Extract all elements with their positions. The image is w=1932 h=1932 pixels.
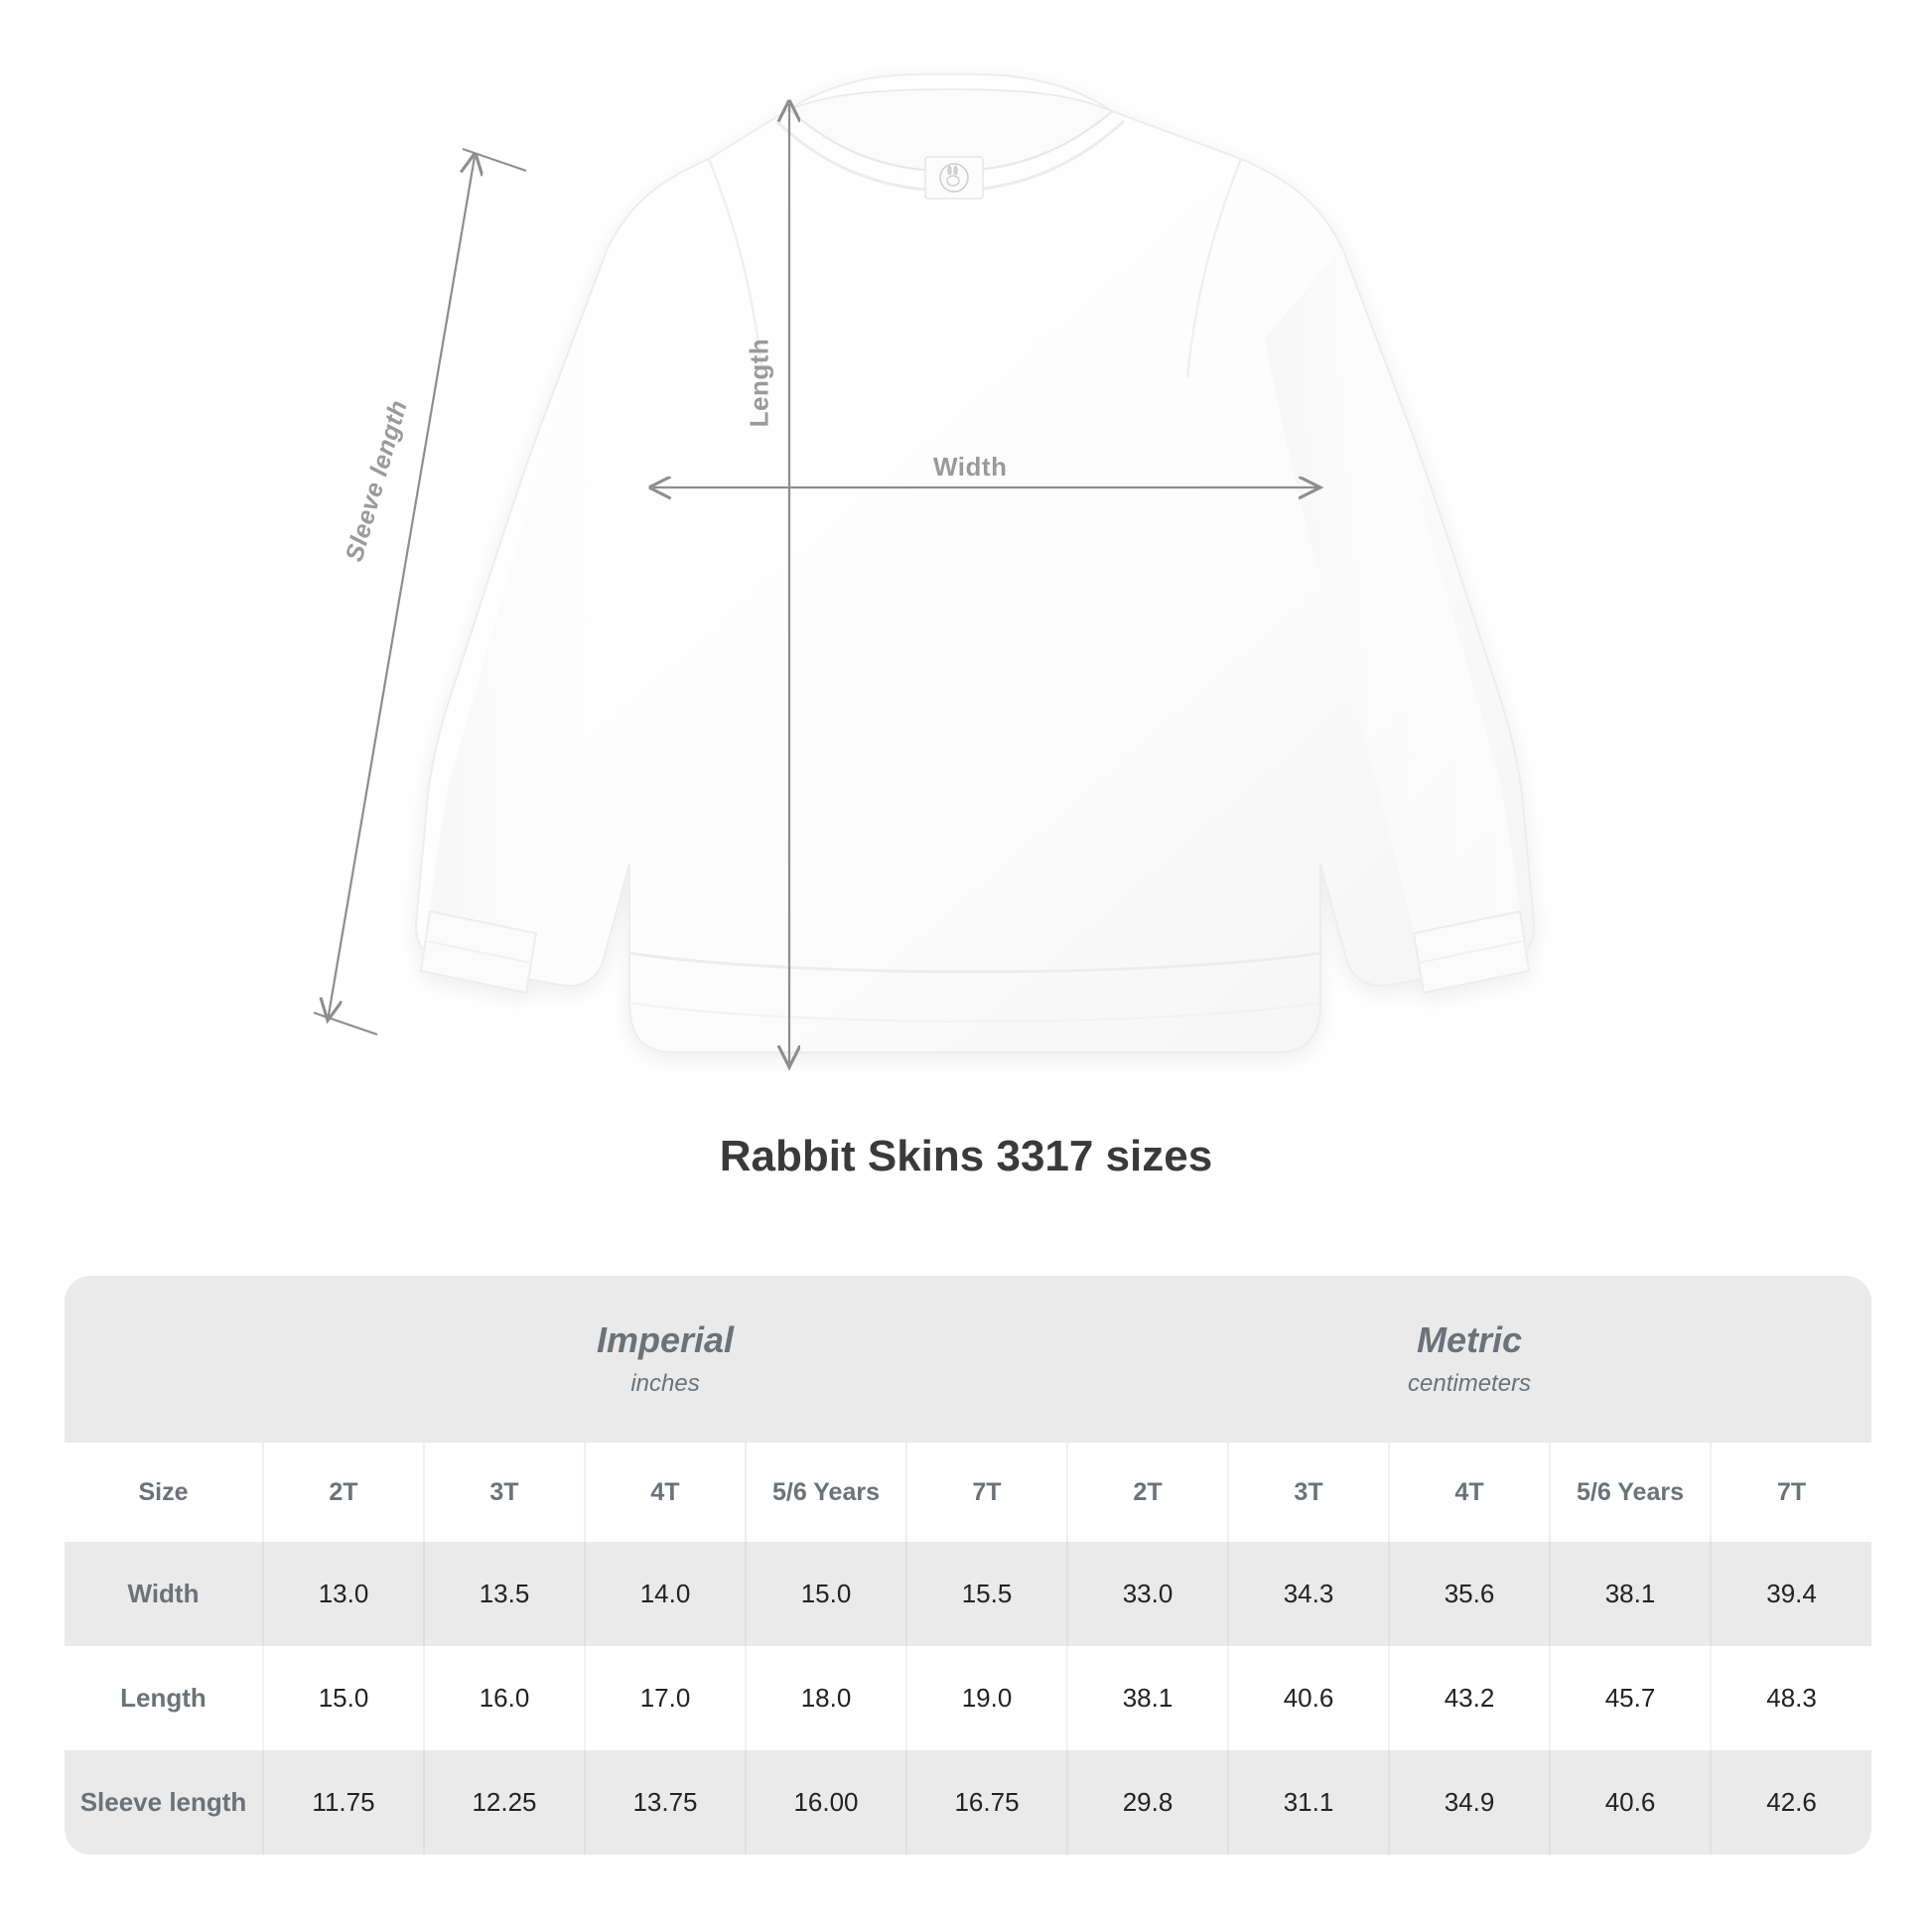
cell-length-metric-2t: 38.1 — [1067, 1646, 1230, 1750]
column-header-imperial-7t: 7T — [906, 1443, 1069, 1542]
size-header-row: Size 2T 3T 4T 5/6 Years 7T 2T 3T 4T 5/6 … — [65, 1443, 1872, 1542]
cell-width-imperial-56years: 15.0 — [746, 1542, 907, 1646]
cell-width-imperial-4t: 14.0 — [585, 1542, 747, 1646]
unit-name-imperial: Imperial — [596, 1319, 735, 1361]
cell-length-imperial-7t: 19.0 — [906, 1646, 1069, 1750]
table-row: Width 13.0 13.5 14.0 15.0 15.5 33.0 34.3… — [65, 1542, 1872, 1646]
page-title: Rabbit Skins 3317 sizes — [719, 1132, 1213, 1180]
table-row: Sleeve length 11.75 12.25 13.75 16.00 16… — [65, 1750, 1872, 1855]
column-header-imperial-56years: 5/6 Years — [746, 1443, 907, 1542]
unit-name-metric: Metric — [1417, 1319, 1523, 1361]
row-label-sleeve-length: Sleeve length — [65, 1750, 264, 1855]
unit-header-metric: Metric centimeters — [1067, 1276, 1872, 1443]
cell-sleeve-imperial-56years: 16.00 — [746, 1750, 907, 1855]
cell-length-metric-4t: 43.2 — [1389, 1646, 1552, 1750]
size-chart-table: Imperial inches Metric centimeters Size … — [65, 1276, 1872, 1855]
cell-sleeve-metric-3t: 31.1 — [1228, 1750, 1391, 1855]
column-header-metric-4t: 4T — [1389, 1443, 1552, 1542]
cell-length-metric-56years: 45.7 — [1550, 1646, 1713, 1750]
cell-width-imperial-7t: 15.5 — [906, 1542, 1069, 1646]
cell-width-imperial-3t: 13.5 — [424, 1542, 586, 1646]
table-row: Length 15.0 16.0 17.0 18.0 19.0 38.1 40.… — [65, 1646, 1872, 1750]
row-label-width: Width — [65, 1542, 264, 1646]
cell-length-imperial-2t: 15.0 — [263, 1646, 425, 1750]
column-header-imperial-4t: 4T — [585, 1443, 747, 1542]
cell-width-metric-56years: 38.1 — [1550, 1542, 1713, 1646]
cell-sleeve-metric-4t: 34.9 — [1389, 1750, 1552, 1855]
sleeve-length-dimension-line — [313, 148, 527, 1035]
cell-sleeve-imperial-7t: 16.75 — [906, 1750, 1069, 1855]
cell-sleeve-metric-2t: 29.8 — [1067, 1750, 1230, 1855]
unit-header-row: Imperial inches Metric centimeters — [65, 1276, 1872, 1443]
cell-length-imperial-4t: 17.0 — [585, 1646, 747, 1750]
cell-width-metric-3t: 34.3 — [1228, 1542, 1391, 1646]
column-header-metric-2t: 2T — [1067, 1443, 1230, 1542]
cell-width-metric-4t: 35.6 — [1389, 1542, 1552, 1646]
cell-sleeve-metric-56years: 40.6 — [1550, 1750, 1713, 1855]
sweatshirt-illustration — [313, 72, 1536, 1112]
unit-header-imperial: Imperial inches — [263, 1276, 1068, 1443]
width-label: Width — [933, 452, 1008, 482]
cell-length-imperial-56years: 18.0 — [746, 1646, 907, 1750]
column-header-imperial-2t: 2T — [263, 1443, 425, 1542]
unit-sub-imperial: inches — [630, 1369, 700, 1397]
cell-width-imperial-2t: 13.0 — [263, 1542, 425, 1646]
size-chart-table-wrapper: Imperial inches Metric centimeters Size … — [65, 1276, 1872, 1855]
cell-length-metric-3t: 40.6 — [1228, 1646, 1391, 1750]
cell-sleeve-imperial-4t: 13.75 — [585, 1750, 747, 1855]
cell-sleeve-imperial-3t: 12.25 — [424, 1750, 586, 1855]
row-label-length: Length — [65, 1646, 264, 1750]
garment-diagram: Sleeve length Length Width — [313, 72, 1536, 1112]
cell-width-metric-7t: 39.4 — [1711, 1542, 1872, 1646]
column-header-metric-56years: 5/6 Years — [1550, 1443, 1713, 1542]
cell-length-imperial-3t: 16.0 — [424, 1646, 586, 1750]
unit-sub-metric: centimeters — [1408, 1369, 1532, 1397]
column-header-metric-7t: 7T — [1711, 1443, 1872, 1542]
unit-header-spacer — [65, 1276, 263, 1443]
column-header-metric-3t: 3T — [1228, 1443, 1391, 1542]
cell-width-metric-2t: 33.0 — [1067, 1542, 1230, 1646]
column-header-imperial-3t: 3T — [424, 1443, 586, 1542]
sweatshirt-shape — [414, 72, 1536, 1053]
cell-sleeve-imperial-2t: 11.75 — [263, 1750, 425, 1855]
cell-sleeve-metric-7t: 42.6 — [1711, 1750, 1872, 1855]
brand-neck-label — [924, 156, 984, 200]
column-header-size: Size — [65, 1443, 264, 1542]
cell-length-metric-7t: 48.3 — [1711, 1646, 1872, 1750]
length-label: Length — [744, 338, 774, 428]
